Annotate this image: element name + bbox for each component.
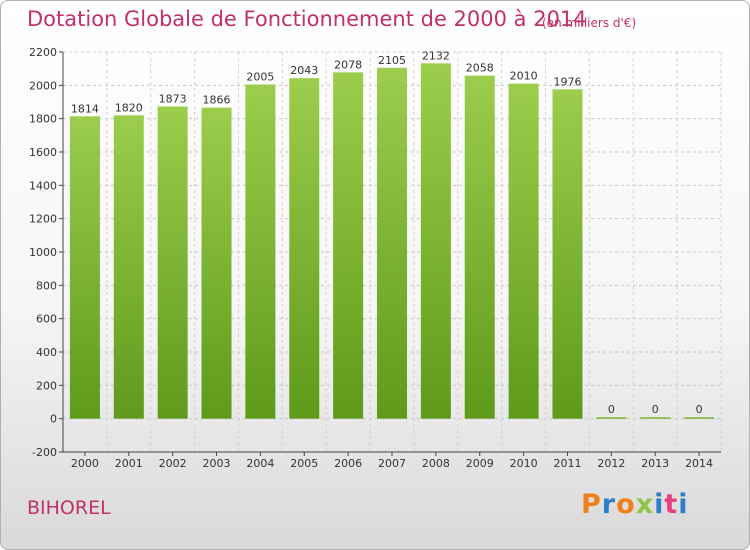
y-tick-label: 400 <box>36 346 57 359</box>
x-tick-label: 2008 <box>422 457 450 470</box>
data-label: 0 <box>652 403 659 416</box>
y-tick-label: 600 <box>36 313 57 326</box>
logo-letter: r <box>601 489 617 520</box>
data-label: 1866 <box>203 94 231 107</box>
y-tick-label: 1200 <box>29 213 57 226</box>
place-name: BIHOREL <box>27 497 111 519</box>
x-tick-label: 2010 <box>510 457 538 470</box>
logo-letter: o <box>616 489 636 520</box>
x-tick-label: 2001 <box>115 457 143 470</box>
bar <box>201 107 232 419</box>
x-tick-label: 2003 <box>203 457 231 470</box>
bar <box>596 417 627 419</box>
y-tick-label: -200 <box>32 446 57 459</box>
x-tick-label: 2012 <box>597 457 625 470</box>
y-tick-label: 800 <box>36 279 57 292</box>
data-label: 1814 <box>71 102 99 115</box>
x-tick-label: 2013 <box>641 457 669 470</box>
logo-letter: i <box>678 489 689 520</box>
x-tick-label: 2005 <box>290 457 318 470</box>
bar <box>684 417 715 419</box>
data-label: 2105 <box>378 54 406 67</box>
logo-letter: P <box>581 489 602 520</box>
data-label: 2010 <box>510 70 538 83</box>
bar <box>420 63 451 419</box>
data-label: 1873 <box>159 93 187 106</box>
bar <box>113 115 144 419</box>
data-label: 2043 <box>290 64 318 77</box>
data-label: 0 <box>696 403 703 416</box>
x-tick-label: 2009 <box>466 457 494 470</box>
chart-unit: (en milliers d'€) <box>542 16 637 30</box>
bars <box>69 63 715 419</box>
x-tick-label: 2004 <box>246 457 274 470</box>
y-tick-label: 1000 <box>29 246 57 259</box>
x-tick-label: 2006 <box>334 457 362 470</box>
data-label: 2005 <box>246 71 274 84</box>
y-tick-label: 0 <box>50 413 57 426</box>
bar <box>552 89 583 419</box>
data-labels: 1814 1820 1873 1866 2005 2043 2078 2105 2132 2058… <box>71 49 703 416</box>
bar <box>377 67 407 419</box>
y-tick-label: 1800 <box>29 113 57 126</box>
data-label: 1976 <box>553 75 581 88</box>
x-tick-label: 2014 <box>685 457 713 470</box>
y-tick-label: 200 <box>36 379 57 392</box>
bar <box>508 83 539 419</box>
bar <box>289 78 320 419</box>
bar <box>640 417 671 419</box>
data-label: 2132 <box>422 49 450 62</box>
y-tick-label: 2000 <box>29 79 57 92</box>
logo-letter: i <box>654 489 665 520</box>
y-tick-label: 1600 <box>29 146 57 159</box>
bar <box>464 75 495 419</box>
axes: -200020040060080010001200140016001800200… <box>29 46 721 470</box>
logo-letter: t <box>664 489 679 520</box>
x-tick-label: 2011 <box>553 457 581 470</box>
bar <box>245 84 276 419</box>
data-label: 2078 <box>334 58 362 71</box>
bar <box>69 116 100 419</box>
x-tick-label: 2000 <box>71 457 99 470</box>
bar <box>333 72 364 419</box>
x-tick-label: 2002 <box>159 457 187 470</box>
data-label: 2058 <box>466 62 494 75</box>
data-label: 1820 <box>115 101 143 114</box>
data-label: 0 <box>608 403 615 416</box>
y-tick-label: 1400 <box>29 179 57 192</box>
x-tick-label: 2007 <box>378 457 406 470</box>
proxiti-logo: Proxiti <box>581 489 689 520</box>
y-tick-label: 2200 <box>29 46 57 59</box>
bar <box>157 106 188 419</box>
chart-title: Dotation Globale de Fonctionnement de 20… <box>27 7 587 31</box>
logo-letter: x <box>635 489 655 520</box>
